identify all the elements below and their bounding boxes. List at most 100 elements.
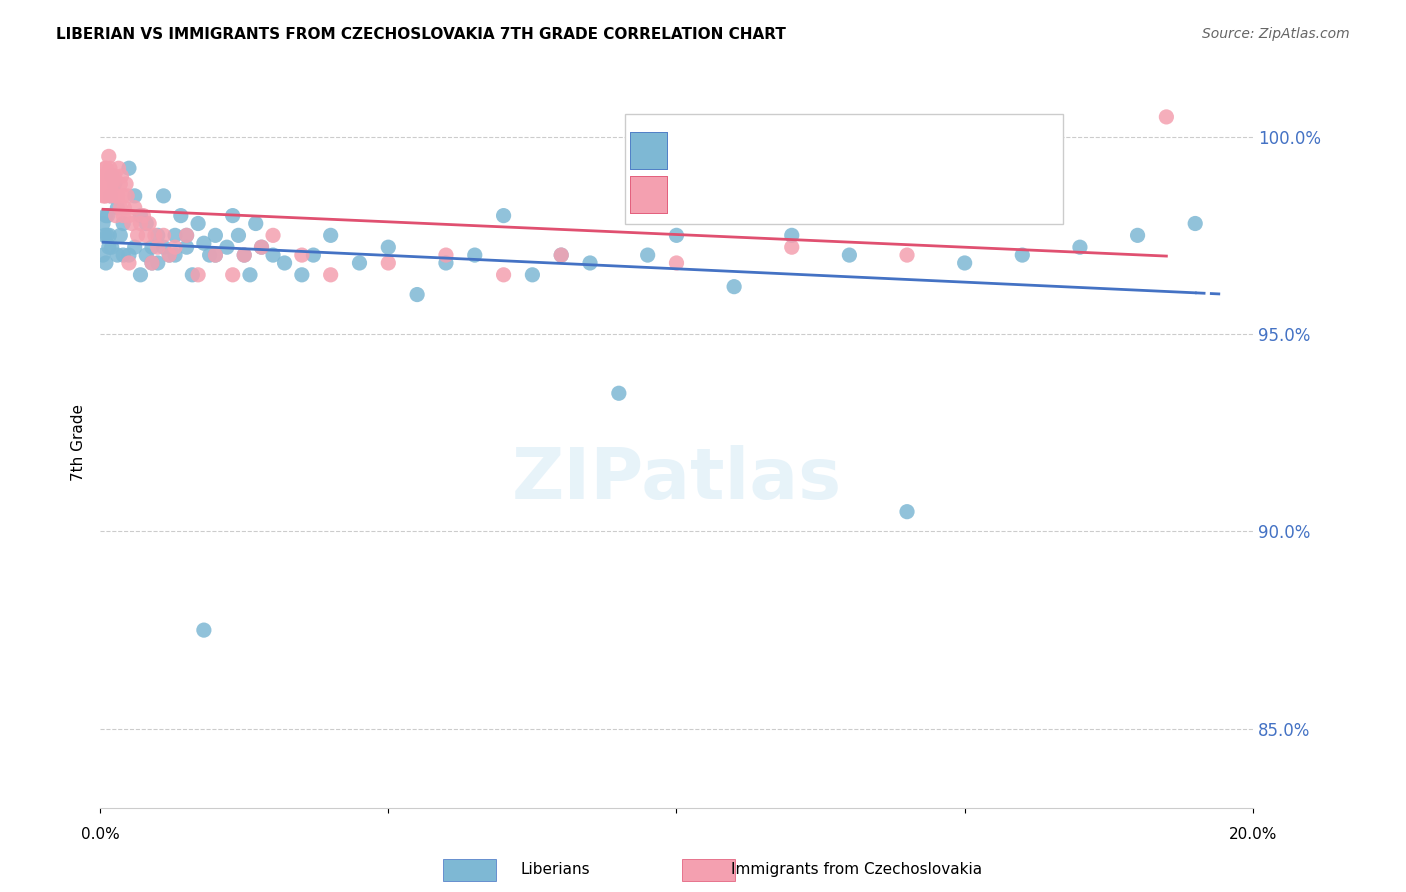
Point — [103, 177, 125, 191]
Point — [204, 248, 226, 262]
Point — [96, 228, 118, 243]
Point — [100, 177, 122, 191]
Point — [97, 149, 120, 163]
Point — [215, 240, 238, 254]
Point — [112, 248, 135, 262]
Point — [665, 256, 688, 270]
Point — [157, 248, 180, 262]
Point — [157, 248, 180, 262]
Point — [97, 240, 120, 254]
Point — [97, 177, 120, 191]
Point — [104, 209, 127, 223]
Point — [228, 228, 250, 243]
Point — [118, 161, 141, 176]
Point — [141, 256, 163, 270]
Point — [101, 169, 124, 183]
Point — [100, 240, 122, 254]
Point — [96, 177, 118, 191]
Point — [93, 228, 115, 243]
Point — [100, 177, 122, 191]
Point — [135, 228, 157, 243]
Point — [107, 189, 129, 203]
Point — [233, 248, 256, 262]
Point — [838, 248, 860, 262]
Point — [100, 189, 122, 203]
Point — [204, 248, 226, 262]
Point — [152, 240, 174, 254]
Point — [245, 217, 267, 231]
Point — [176, 240, 198, 254]
Point — [187, 268, 209, 282]
Text: 0.0%: 0.0% — [80, 828, 120, 843]
Point — [522, 268, 544, 282]
Point — [262, 248, 284, 262]
Point — [112, 189, 135, 203]
Point — [780, 240, 803, 254]
Point — [118, 248, 141, 262]
Point — [103, 169, 125, 183]
Point — [250, 240, 273, 254]
Point — [152, 189, 174, 203]
Point — [262, 228, 284, 243]
Point — [110, 228, 132, 243]
Point — [152, 228, 174, 243]
Point — [115, 177, 138, 191]
Point — [377, 256, 399, 270]
Point — [129, 209, 152, 223]
Point — [91, 217, 114, 231]
Point — [112, 209, 135, 223]
Point — [176, 228, 198, 243]
Point — [165, 228, 187, 243]
Y-axis label: 7th Grade: 7th Grade — [72, 404, 86, 481]
Point — [100, 169, 122, 183]
Bar — [630, 132, 668, 169]
Point — [146, 256, 169, 270]
Point — [176, 228, 198, 243]
Point — [112, 217, 135, 231]
Text: R = 0.019   N = 78: R = 0.019 N = 78 — [676, 128, 860, 146]
Point — [135, 217, 157, 231]
Point — [464, 248, 486, 262]
Point — [94, 209, 117, 223]
Point — [132, 209, 155, 223]
Point — [187, 217, 209, 231]
Point — [93, 189, 115, 203]
Point — [550, 248, 572, 262]
Point — [146, 240, 169, 254]
Point — [233, 248, 256, 262]
Point — [141, 256, 163, 270]
Point — [97, 209, 120, 223]
Point — [377, 240, 399, 254]
Point — [118, 256, 141, 270]
Point — [100, 189, 122, 203]
Point — [91, 177, 114, 191]
Point — [780, 228, 803, 243]
Point — [124, 240, 146, 254]
Point — [112, 201, 135, 215]
Point — [349, 256, 371, 270]
Point — [110, 177, 132, 191]
Point — [110, 169, 132, 183]
Point — [193, 623, 215, 637]
Point — [124, 201, 146, 215]
Point — [129, 217, 152, 231]
Point — [135, 248, 157, 262]
Point — [98, 228, 121, 243]
Point — [1156, 110, 1178, 124]
Point — [319, 228, 342, 243]
Point — [118, 209, 141, 223]
Point — [550, 248, 572, 262]
Point — [181, 268, 204, 282]
Point — [107, 161, 129, 176]
Point — [124, 189, 146, 203]
Point — [953, 256, 976, 270]
Point — [221, 268, 243, 282]
Point — [723, 279, 745, 293]
Point — [239, 268, 262, 282]
Point — [204, 228, 226, 243]
Point — [94, 256, 117, 270]
Point — [91, 248, 114, 262]
Point — [434, 256, 457, 270]
Point — [110, 201, 132, 215]
Point — [492, 209, 515, 223]
